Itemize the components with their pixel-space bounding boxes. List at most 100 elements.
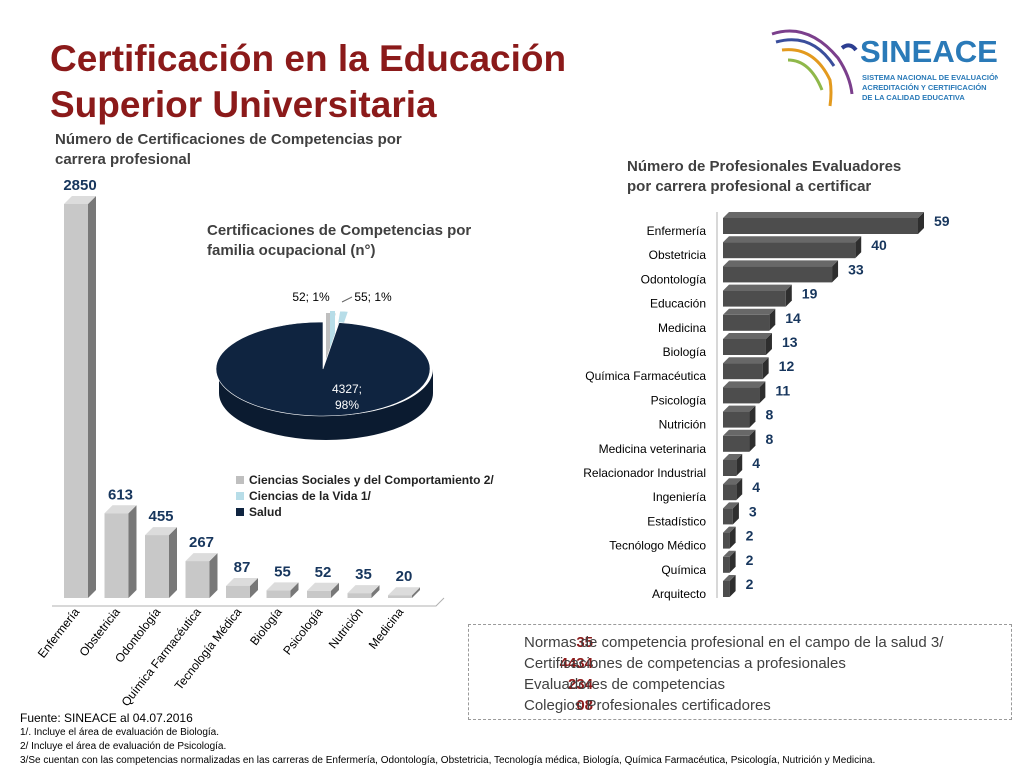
summary-value: 234: [567, 676, 593, 693]
data-label: 4: [752, 479, 760, 495]
data-label: 2: [746, 528, 754, 544]
bar: [723, 266, 833, 283]
tick-label: Biología: [663, 345, 707, 359]
summary-text: Evaluadores de competencias: [524, 676, 725, 693]
bar-top: [723, 526, 736, 533]
bar-side: [371, 585, 380, 598]
summary-value: 4434: [559, 655, 593, 672]
bar: [723, 460, 737, 476]
bar: [226, 585, 250, 598]
bar-top: [145, 527, 177, 536]
bar: [104, 513, 129, 598]
data-label: 3: [749, 503, 757, 519]
bar-side: [209, 553, 218, 598]
pie-label: 55; 1%: [354, 290, 392, 304]
hbar-title-line-2: por carrera profesional a certificar: [627, 178, 872, 195]
bar: [723, 363, 763, 380]
bar: [723, 218, 918, 234]
legend-item-social-sciences: Ciencias Sociales y del Comportamiento 2…: [236, 472, 494, 488]
bar-top: [723, 357, 769, 364]
data-label: 13: [782, 334, 798, 350]
bar: [723, 314, 770, 331]
bar-side: [855, 236, 862, 259]
vbar-title-line-2: carrera profesional: [55, 151, 191, 168]
bar-side: [169, 527, 177, 598]
vbar-chart-title: Número de Certificaciones de Competencia…: [55, 130, 402, 170]
legend-label: Ciencias de la Vida 1/: [249, 489, 371, 503]
bar-top: [723, 260, 839, 267]
bar: [723, 387, 760, 404]
bar-top: [388, 587, 420, 596]
summary-box: 35 Normas de competencia profesional en e…: [468, 624, 1012, 720]
bar: [723, 290, 786, 307]
bar-top: [723, 284, 792, 291]
bar-side: [732, 502, 739, 525]
hbar-title-line-1: Número de Profesionales Evaluadores: [627, 158, 902, 175]
pie-chart-title: Certificaciones de Competencias por fami…: [207, 221, 471, 261]
data-label: 12: [779, 358, 795, 374]
vbar-title-line-1: Número de Certificaciones de Competencia…: [55, 131, 402, 148]
bar-side: [412, 587, 420, 598]
tick-label: Química Farmacéutica: [585, 369, 706, 383]
tick-label: Enfermería: [647, 224, 707, 238]
tick-label: Química: [661, 563, 706, 577]
bar-top: [723, 212, 924, 218]
pie-label: 98%: [335, 398, 359, 412]
data-label: 59: [934, 213, 950, 229]
bar-top: [723, 308, 776, 315]
bar-side: [736, 454, 743, 476]
tick-label: Arquitecto: [652, 587, 706, 601]
bar-top: [723, 478, 743, 485]
data-label: 2: [746, 552, 754, 568]
bar: [388, 595, 412, 598]
bar-side: [769, 308, 776, 331]
bar-top: [723, 575, 736, 581]
x-axis-floor: [52, 597, 445, 607]
tick-label: Odontología: [641, 272, 707, 286]
data-label: 8: [765, 431, 773, 447]
footnote-2: 2/ Incluye el área de evaluación de Psic…: [20, 741, 227, 752]
bar: [64, 204, 88, 598]
bar: [723, 556, 730, 573]
data-label: 11: [775, 382, 790, 398]
summary-text: Certificaciones de competencias a profes…: [524, 655, 846, 672]
bar: [723, 242, 856, 259]
bar-side: [290, 582, 299, 598]
bar-top: [723, 454, 743, 460]
tick-label: Medicina veterinaria: [599, 442, 707, 456]
bar-side: [729, 550, 736, 573]
logo-tagline-3: DE LA CALIDAD EDUCATIVA: [862, 93, 965, 102]
pie-slice: [215, 321, 431, 417]
bar-top: [723, 236, 862, 243]
page-title: Certificación en la Educación Superior U…: [50, 38, 567, 125]
legend-swatch: [236, 508, 244, 516]
bar-side: [749, 429, 756, 452]
data-label: 35: [355, 566, 372, 583]
data-label: 267: [189, 534, 214, 551]
bar-side: [128, 505, 137, 598]
tick-label: Tecnólogo Médico: [609, 539, 706, 553]
bar: [185, 561, 210, 598]
pie-slice-wedge: [326, 313, 331, 384]
bar: [266, 590, 291, 598]
footnote-1: 1/. Incluye el área de evaluación de Bio…: [20, 727, 220, 738]
data-label: 4: [752, 455, 760, 471]
data-label: 455: [148, 508, 173, 525]
data-label: 33: [848, 261, 864, 277]
bar: [723, 581, 730, 597]
hbar-chart-title: Número de Profesionales Evaluadores por …: [627, 157, 901, 197]
pie-title-line-2: familia ocupacional (n°): [207, 242, 376, 259]
summary-text: Colegios Profesionales certificadores: [524, 697, 771, 714]
tick-label: Educación: [650, 297, 706, 311]
bar-side: [250, 577, 258, 598]
bar-top: [723, 550, 736, 557]
data-label: 55: [274, 563, 291, 580]
bar-top: [64, 196, 96, 204]
data-label: 14: [785, 310, 801, 326]
summary-text: Normas de competencia profesional en el …: [524, 634, 944, 651]
bar-top: [266, 582, 299, 591]
pie-legend: Ciencias Sociales y del Comportamiento 2…: [236, 472, 494, 520]
bar-side: [918, 212, 924, 234]
bar-top: [104, 505, 137, 514]
bar-side: [729, 575, 736, 597]
